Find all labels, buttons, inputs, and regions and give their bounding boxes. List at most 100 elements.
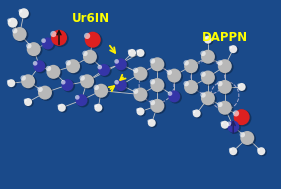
Point [26, 101, 30, 104]
Point [150, 80, 155, 83]
Point [19, 33, 23, 36]
Point [241, 86, 245, 89]
Point [51, 70, 56, 73]
Point [119, 84, 123, 87]
Point [71, 65, 75, 68]
Point [201, 73, 205, 76]
Point [72, 66, 77, 69]
Point [57, 104, 61, 107]
Point [206, 55, 210, 58]
Point [86, 81, 91, 84]
Point [155, 104, 160, 107]
Point [18, 9, 23, 12]
Point [218, 103, 222, 106]
Point [58, 37, 63, 40]
Point [140, 94, 144, 97]
Point [239, 116, 244, 119]
Point [157, 84, 161, 88]
Point [135, 108, 140, 111]
Point [61, 107, 65, 110]
Point [79, 99, 84, 102]
Point [85, 80, 89, 83]
Point [220, 121, 224, 124]
Point [9, 82, 13, 85]
Point [133, 69, 138, 72]
Point [23, 99, 28, 102]
Point [127, 50, 132, 53]
Point [6, 80, 11, 83]
Point [240, 133, 244, 136]
Point [224, 107, 228, 110]
Point [66, 61, 70, 64]
Point [138, 51, 143, 54]
Point [120, 84, 124, 88]
Point [228, 148, 233, 151]
Point [92, 39, 96, 42]
Point [102, 68, 106, 71]
Point [96, 106, 101, 109]
Point [239, 85, 244, 88]
Point [17, 33, 22, 36]
Point [206, 97, 210, 100]
Point [99, 89, 103, 92]
Point [151, 122, 155, 125]
Point [38, 66, 43, 69]
Point [93, 104, 98, 107]
Point [207, 98, 212, 101]
Point [85, 34, 89, 37]
Point [207, 56, 212, 59]
Point [241, 117, 245, 120]
Point [231, 150, 235, 153]
Point [228, 46, 233, 49]
Point [223, 65, 227, 68]
Point [190, 66, 195, 69]
Point [207, 39, 212, 42]
Point [10, 21, 15, 24]
Point [7, 19, 11, 22]
Point [223, 106, 227, 109]
Point [23, 13, 28, 16]
Point [259, 150, 264, 153]
Point [10, 83, 15, 86]
Point [224, 124, 228, 127]
Point [168, 92, 172, 95]
Point [245, 136, 250, 139]
Point [232, 49, 237, 52]
Point [155, 63, 160, 66]
Point [120, 64, 124, 67]
Point [196, 113, 200, 116]
Point [224, 66, 228, 69]
Point [194, 112, 199, 115]
Point [133, 90, 138, 93]
Point [218, 82, 222, 85]
Point [83, 52, 87, 55]
Point [155, 84, 160, 87]
Point [27, 101, 32, 105]
Point [192, 110, 196, 113]
Point [26, 44, 31, 47]
Point [114, 81, 119, 84]
Point [41, 39, 46, 42]
Point [44, 92, 49, 95]
Point [232, 151, 237, 154]
Point [157, 105, 161, 108]
Point [130, 51, 134, 54]
Point [100, 90, 105, 93]
Point [33, 49, 37, 52]
Point [140, 52, 144, 55]
Point [172, 95, 176, 98]
Point [173, 96, 178, 99]
Point [237, 84, 241, 87]
Point [231, 125, 235, 128]
Text: Ur6IN: Ur6IN [72, 12, 110, 25]
Point [231, 48, 235, 51]
Point [150, 60, 155, 63]
Point [43, 91, 47, 94]
Point [140, 73, 144, 76]
Point [12, 22, 16, 25]
Point [201, 52, 205, 55]
Point [203, 36, 207, 39]
Point [149, 121, 154, 124]
Point [88, 55, 92, 58]
Point [81, 100, 85, 103]
